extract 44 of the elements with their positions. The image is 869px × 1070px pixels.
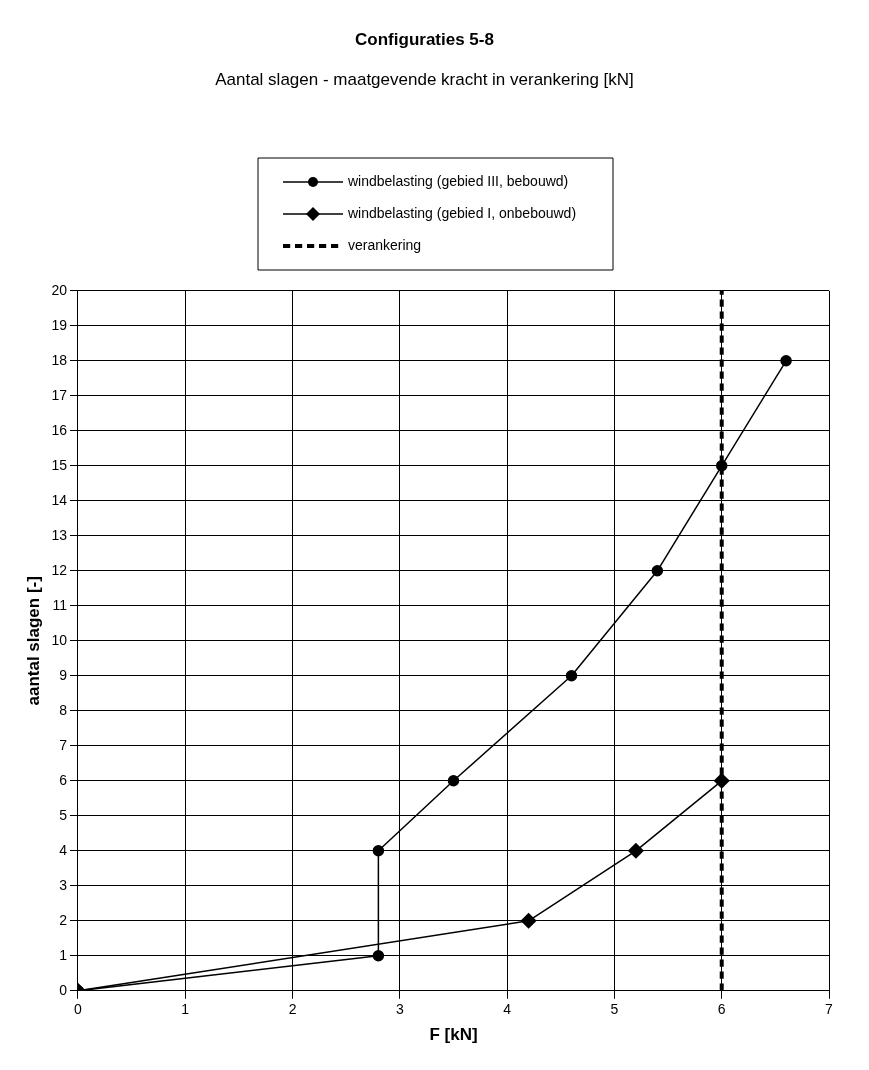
y-tick-label: 12: [51, 561, 68, 578]
x-axis-title: F [kN]: [429, 1025, 478, 1045]
y-tick-label: 0: [59, 981, 68, 998]
y-tick-label: 13: [51, 526, 68, 543]
y-tick-label: 14: [51, 491, 68, 508]
y-tick-label: 6: [59, 771, 68, 788]
y-tick-label: 4: [59, 841, 68, 858]
point: [372, 950, 385, 962]
y-tick-label: 1: [59, 946, 68, 963]
point: [447, 775, 460, 787]
y-tick-label: 17: [51, 386, 68, 403]
x-tick-label: 1: [181, 1001, 190, 1018]
point: [628, 843, 644, 859]
point: [780, 355, 792, 367]
legend-label: windbelasting (gebied III, bebouwd): [347, 172, 569, 189]
legend-label: verankering: [348, 236, 422, 253]
x-tick-label: 3: [395, 1001, 404, 1018]
y-tick-label: 7: [59, 736, 68, 753]
x-tick-label: 2: [288, 1001, 297, 1018]
x-tick-label: 7: [825, 1001, 834, 1018]
y-tick-label: 10: [51, 631, 68, 648]
y-tick-label: 16: [51, 421, 68, 438]
y-tick-label: 3: [59, 876, 68, 893]
y-tick-label: 19: [51, 316, 68, 333]
y-tick-label: 8: [59, 701, 68, 718]
point: [565, 670, 578, 682]
y-tick-label: 20: [51, 281, 68, 298]
legend-label: windbelasting (gebied I, onbebouwd): [347, 204, 577, 221]
y-tick-label: 11: [52, 596, 68, 613]
y-tick-label: 5: [59, 806, 68, 823]
y-axis-title: aantal slagen [-]: [23, 576, 43, 706]
point: [520, 913, 537, 929]
x-tick-label: 4: [503, 1001, 512, 1018]
y-tick-label: 18: [51, 351, 68, 368]
x-tick-label: 5: [610, 1001, 619, 1018]
y-tick-label: 9: [59, 666, 68, 683]
x-tick-label: 0: [74, 1001, 83, 1018]
point: [651, 565, 664, 577]
chart-title: Configuraties 5-8: [355, 29, 494, 49]
point: [372, 845, 385, 857]
y-tick-label: 15: [51, 456, 68, 473]
chart-subtitle: Aantal slagen - maatgevende kracht in verankering [kN]: [215, 70, 634, 90]
x-tick-label: 6: [717, 1001, 726, 1018]
y-tick-label: 2: [59, 911, 68, 928]
